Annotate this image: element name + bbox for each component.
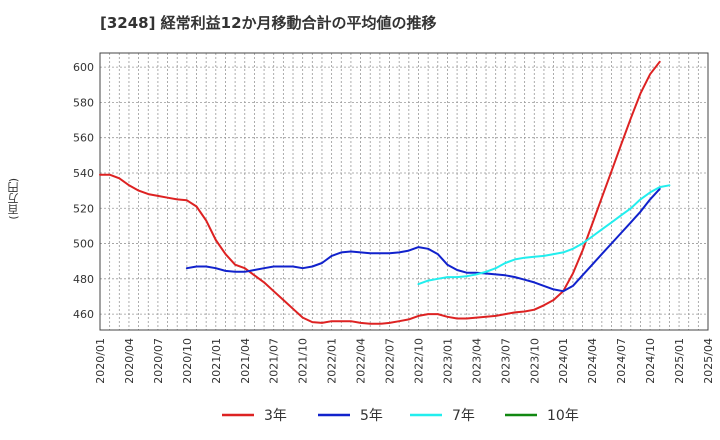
grid [100, 53, 708, 330]
x-tick-label: 2020/04 [123, 338, 136, 384]
series-line-7年 [417, 184, 671, 286]
x-tick-label: 2022/01 [326, 338, 339, 384]
series-lines [99, 60, 671, 325]
x-ticks: 2020/01 2020/04 2020/07 2020/10 2021/01 2021/… [94, 338, 715, 384]
x-tick-label: 2025/04 [702, 338, 715, 384]
legend-label-5年: 5年 [360, 408, 383, 424]
plot-frame [99, 52, 709, 331]
x-tick-label: 2023/01 [441, 338, 454, 384]
x-tick-label: 2022/04 [355, 338, 368, 384]
y-tick-label: 480 [73, 273, 94, 286]
y-tick-label: 520 [73, 202, 94, 215]
x-tick-label: 2021/04 [239, 338, 252, 384]
series-line-5年 [185, 187, 661, 293]
y-tick-label: 540 [73, 167, 94, 180]
legend-label-3年: 3年 [264, 408, 287, 424]
legend-label-7年: 7年 [452, 408, 475, 424]
x-tick-label: 2020/07 [152, 338, 165, 384]
legend: 3年 5年 7年 10年 [222, 408, 579, 424]
legend-label-10年: 10年 [547, 408, 579, 424]
series-line-3年 [99, 60, 661, 325]
y-tick-label: 580 [73, 96, 94, 109]
x-tick-label: 2022/07 [384, 338, 397, 384]
x-tick-label: 2024/10 [644, 338, 657, 384]
x-tick-label: 2021/10 [297, 338, 310, 384]
x-tick-label: 2022/10 [412, 338, 425, 384]
chart-title: [3248] 経常利益12か月移動合計の平均値の推移 [100, 14, 437, 32]
x-tick-label: 2023/10 [528, 338, 541, 384]
y-tick-label: 460 [73, 308, 94, 321]
x-tick-label: 2021/07 [268, 338, 281, 384]
x-tick-label: 2024/04 [586, 338, 599, 384]
x-tick-label: 2020/01 [94, 338, 107, 384]
x-tick-label: 2023/04 [470, 338, 483, 384]
y-ticks: 460 480 500 520 540 560 580 600 [73, 61, 94, 321]
x-tick-label: 2024/07 [615, 338, 628, 384]
x-tick-label: 2023/07 [499, 338, 512, 384]
y-tick-label: 560 [73, 132, 94, 145]
x-tick-label: 2024/01 [557, 338, 570, 384]
x-tick-label: 2025/01 [673, 338, 686, 384]
y-tick-label: 600 [73, 61, 94, 74]
x-tick-label: 2020/10 [181, 338, 194, 384]
y-tick-label: 500 [73, 238, 94, 251]
x-tick-label: 2021/01 [210, 338, 223, 384]
